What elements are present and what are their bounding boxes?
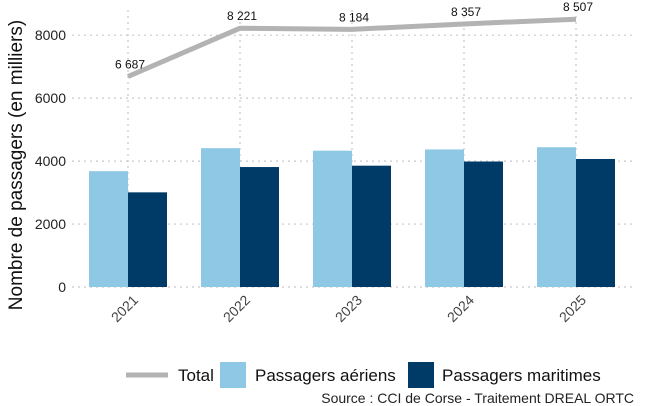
bar-passagers-aeriens [89, 171, 128, 287]
bar-passagers-aeriens [201, 148, 240, 287]
x-tick-label: 2025 [556, 292, 589, 325]
bar-passagers-maritimes [128, 192, 167, 287]
bar-passagers-maritimes [576, 158, 615, 287]
y-axis-label: Nombre de passagers (en milliers) [6, 20, 27, 310]
legend-swatch-maritimes [408, 362, 434, 388]
bar-passagers-maritimes [352, 165, 391, 287]
legend-swatch-aeriens [220, 362, 246, 388]
x-tick-label: 2021 [108, 292, 141, 325]
total-line-layer [127, 16, 577, 79]
legend-label-total: Total [178, 366, 214, 385]
y-tick-label: 0 [58, 279, 66, 295]
bar-passagers-maritimes [464, 161, 503, 287]
x-tick-label: 2022 [220, 292, 253, 325]
legend: Total Passagers aériens Passagers maritime… [126, 362, 601, 388]
total-data-label: 8 184 [339, 10, 369, 24]
total-data-label: 6 687 [115, 58, 145, 72]
total-data-label: 8 507 [563, 0, 593, 14]
legend-label-aeriens: Passagers aériens [255, 366, 396, 385]
bar-passagers-aeriens [537, 147, 576, 287]
y-tick-label: 4000 [35, 153, 66, 169]
legend-label-maritimes: Passagers maritimes [442, 366, 601, 385]
bar-passagers-maritimes [240, 167, 279, 287]
total-data-label: 8 357 [451, 5, 481, 19]
bars [89, 147, 615, 287]
source-note: Source : CCI de Corse - Traitement DREAL… [321, 390, 634, 406]
x-tick-label: 2023 [332, 292, 365, 325]
x-axis-ticks: 2021 2022 2023 2024 2025 [108, 292, 589, 325]
y-tick-label: 6000 [35, 90, 66, 106]
y-tick-label: 8000 [35, 27, 66, 43]
y-tick-label: 2000 [35, 216, 66, 232]
total-data-label: 8 221 [227, 9, 257, 23]
bar-passagers-aeriens [425, 149, 464, 287]
bar-passagers-aeriens [313, 150, 352, 287]
y-axis-ticks: 0 2000 4000 6000 8000 [35, 27, 66, 295]
x-tick-label: 2024 [444, 292, 477, 325]
total-line [127, 16, 577, 79]
data-labels: 6 687 8 221 8 184 8 357 8 507 [115, 0, 593, 71]
